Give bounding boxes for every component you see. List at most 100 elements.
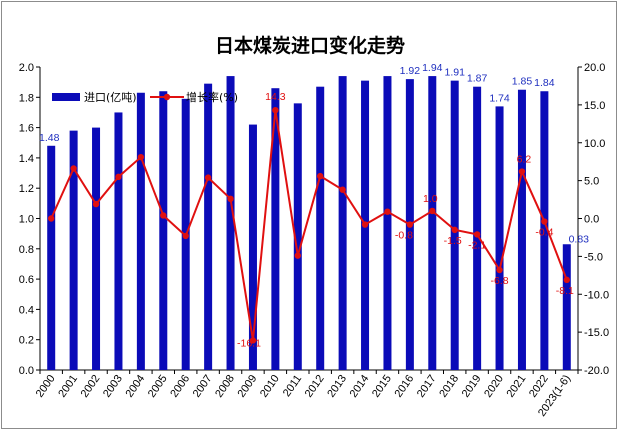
bar-series: [47, 76, 571, 371]
y-left-tick-label: 0.6: [19, 274, 34, 286]
line-point: [339, 186, 346, 193]
x-tick-label: 2012: [303, 373, 327, 400]
x-tick-label: 2019: [460, 373, 484, 400]
x-tick-label: 2007: [191, 373, 215, 400]
bar: [92, 127, 101, 370]
y-left-tick-label: 1.4: [19, 153, 34, 165]
line-point: [563, 276, 570, 284]
line-point: [361, 221, 369, 228]
line-value-label: -0.4: [535, 227, 553, 239]
x-tick-label: 2000: [34, 373, 58, 400]
x-tick-label: 2008: [213, 373, 237, 400]
line-point: [182, 232, 189, 240]
line-value-label: -2.1: [468, 239, 486, 251]
line-point: [249, 337, 257, 344]
line-value-label: -1.5: [444, 235, 462, 247]
line-point: [496, 266, 503, 274]
line-point: [48, 215, 55, 222]
y-left-tick-label: 0.2: [19, 335, 34, 347]
y-right-tick-label: -5.0: [584, 251, 603, 263]
y-left-tick-label: 2.0: [19, 62, 34, 74]
line-value-label: -6.8: [490, 275, 508, 287]
bar: [69, 130, 78, 370]
x-tick-label: 2010: [258, 373, 282, 400]
x-tick-label: 2020: [482, 373, 506, 400]
line-point: [294, 252, 301, 259]
line-value-label: -0.8: [395, 230, 413, 242]
x-tick-label: 2018: [437, 373, 461, 400]
y-right-tick-label: 20.0: [584, 62, 605, 74]
bar: [271, 88, 280, 371]
legend: 进口(亿吨) 增长率(%): [52, 90, 238, 104]
data-labels: 1.48 1.92 1.94 1.911.871.741.85 1.84 0.83 -16.…: [39, 62, 589, 349]
bar-value-label: 1.74: [489, 92, 510, 104]
legend-line-marker: [163, 93, 171, 101]
line-point: [70, 165, 77, 172]
y-left-tick-label: 0.8: [19, 244, 34, 256]
bar: [473, 86, 482, 370]
bar-value-label: 1.48: [39, 132, 60, 144]
bar: [562, 244, 571, 370]
legend-line-label: 增长率(%): [186, 90, 238, 104]
line-point: [473, 231, 481, 238]
y-right-tick-label: 5.0: [584, 176, 599, 188]
line-point: [384, 208, 391, 215]
line-point: [406, 221, 414, 228]
x-tick-label: 2014: [348, 373, 372, 400]
x-tick-label: 2009: [236, 373, 260, 400]
y-left-tick-label: 1.2: [19, 183, 34, 195]
y-right-tick-label: 0.0: [584, 214, 599, 226]
chart-title: 日本煤炭进口变化走势: [215, 34, 405, 57]
bar: [428, 76, 437, 370]
line-point: [115, 173, 122, 181]
line-point: [541, 218, 548, 225]
line-series: [48, 106, 570, 344]
x-tick-label: 2004: [123, 373, 147, 400]
bar-value-label: 1.94: [422, 62, 443, 74]
y-left-tick-label: 1.0: [19, 214, 34, 226]
line-value-label: 1.0: [423, 193, 438, 205]
line-point: [227, 195, 234, 203]
y-left-tick-label: 1.6: [19, 123, 34, 135]
x-tick-label: 2016: [392, 373, 416, 400]
line-point: [451, 226, 458, 234]
line-value-label: 14.3: [265, 91, 286, 103]
x-tick-label: 2003: [101, 373, 125, 400]
growth-line: [50, 110, 568, 341]
bar: [383, 76, 392, 370]
bar: [450, 80, 459, 370]
bar: [226, 76, 235, 370]
x-tick-label: 2015: [370, 373, 394, 400]
bar: [293, 103, 302, 371]
line-point: [92, 200, 100, 208]
y-right-tick-label: -20.0: [584, 365, 609, 377]
legend-bar-label: 进口(亿吨): [84, 91, 137, 104]
bar-value-label: 1.92: [400, 65, 421, 77]
bar: [136, 92, 145, 370]
bar: [159, 91, 168, 371]
x-tick-label: 2002: [79, 373, 103, 400]
line-point: [272, 106, 279, 114]
y-left-tick-label: 1.8: [19, 92, 34, 104]
x-tick-label: 2011: [281, 373, 304, 399]
bar: [540, 91, 549, 371]
y-right-tick-label: -15.0: [584, 327, 609, 339]
bar: [47, 145, 56, 370]
legend-bar-swatch: [52, 93, 80, 101]
y-right-tick-label: 15.0: [584, 100, 605, 112]
bar: [338, 76, 347, 370]
bar: [495, 106, 504, 370]
line-point: [429, 207, 436, 215]
x-tick-label: 2013: [325, 373, 349, 400]
bar: [248, 124, 257, 370]
x-tick-label: 2005: [146, 373, 170, 400]
y-right-tick-label: -10.0: [584, 289, 609, 301]
bar: [114, 112, 123, 370]
line-point: [137, 153, 145, 161]
bar: [316, 86, 325, 370]
line-value-label: -8.1: [556, 285, 574, 297]
bar-value-label: 1.87: [467, 73, 488, 85]
x-tick-label: 2006: [168, 373, 192, 400]
line-point: [317, 172, 324, 180]
